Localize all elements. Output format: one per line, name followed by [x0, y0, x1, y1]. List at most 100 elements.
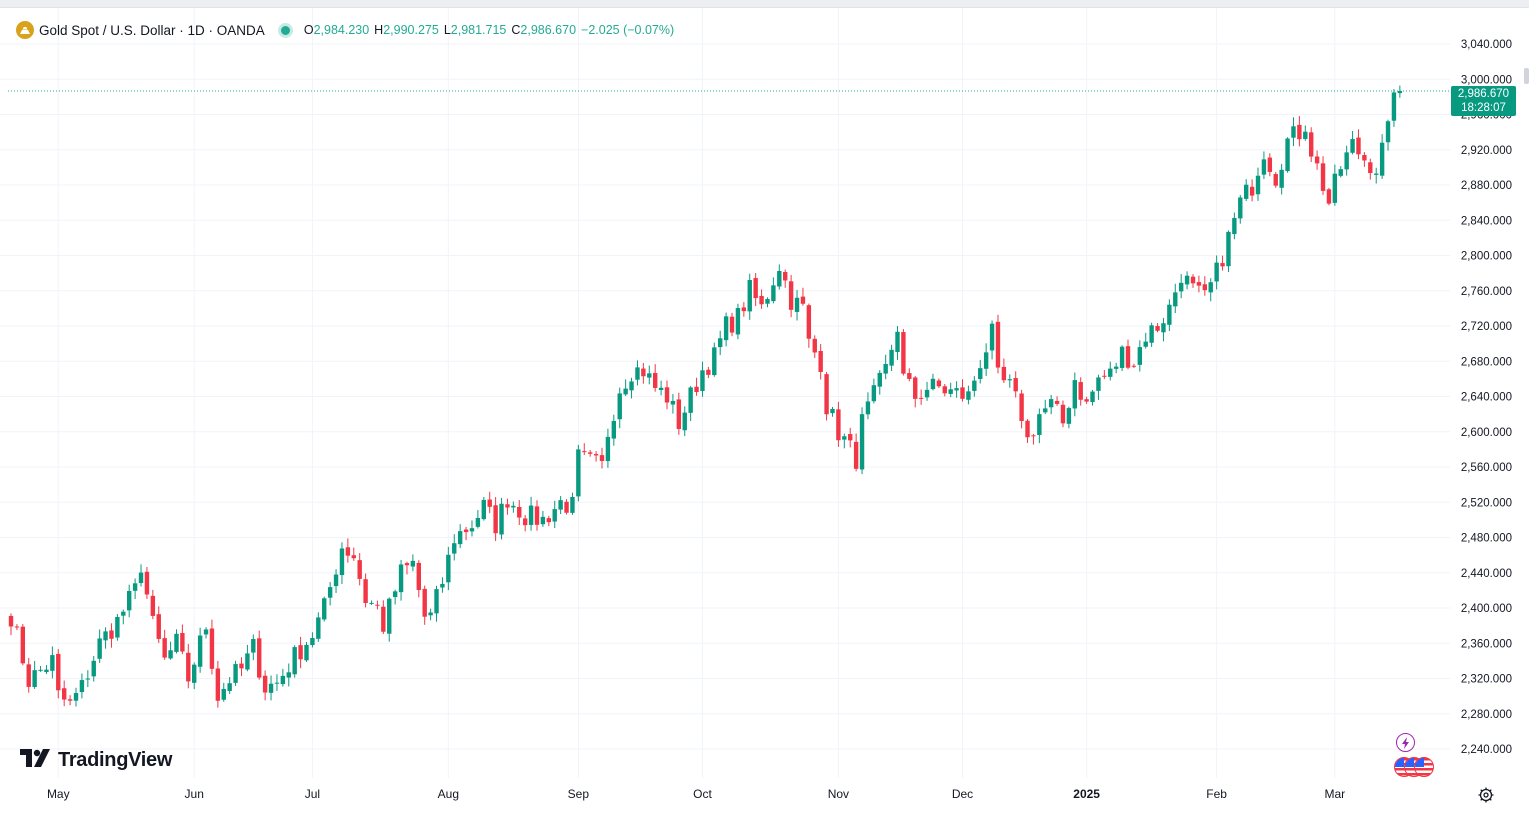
candle-body [363, 579, 368, 604]
candle [410, 554, 416, 572]
candle [375, 600, 380, 610]
candle-body [1119, 346, 1125, 368]
candle-body [375, 604, 380, 606]
candle [475, 510, 481, 529]
candle-body [1391, 92, 1397, 121]
candle-body [1320, 163, 1326, 191]
candle-body [327, 587, 333, 598]
candle [1190, 274, 1196, 288]
candle [978, 360, 983, 384]
candle-body [32, 670, 37, 687]
candle-body [1037, 414, 1042, 435]
price-scale-handle[interactable] [1524, 68, 1529, 84]
candle-body [883, 363, 888, 374]
candle-body [1273, 174, 1278, 186]
candle-body [14, 626, 20, 628]
candle [487, 491, 492, 514]
candle-body [162, 638, 167, 658]
candle [712, 342, 717, 377]
y-tick-label: 2,640.000 [1461, 392, 1512, 404]
candle [629, 377, 634, 399]
candle [593, 451, 599, 462]
bar-countdown: 18:28:07 [1461, 102, 1506, 114]
candle [806, 303, 812, 348]
x-tick-label: Jun [185, 787, 204, 801]
candle [587, 450, 593, 457]
market-status-dot[interactable] [280, 25, 290, 35]
price-chart[interactable]: 2,240.000 2,280.000 2,320.000 2,360.000 2,40… [0, 8, 1529, 813]
candle-body [582, 451, 587, 453]
x-tick-label: May [47, 787, 70, 801]
us-flag-event-icon[interactable] [1394, 757, 1436, 777]
candle-body [1326, 189, 1332, 204]
candle-body [995, 321, 1001, 368]
candle-body [1143, 341, 1148, 347]
settings-gear-icon[interactable] [1477, 786, 1495, 804]
candle-body [109, 630, 114, 639]
candle [215, 660, 221, 708]
candle-body [138, 572, 144, 584]
flash-event-icon[interactable] [1396, 733, 1415, 752]
candle-body [688, 387, 693, 413]
candle [168, 641, 173, 660]
candle [1054, 396, 1060, 406]
candle-body [936, 380, 942, 387]
candle-body [1344, 152, 1349, 170]
candle-body [830, 408, 835, 414]
candle-body [387, 598, 392, 634]
candle-body [493, 505, 498, 534]
candle [156, 606, 161, 643]
candle-body [180, 632, 185, 652]
candle [221, 682, 226, 702]
candle-body [127, 590, 132, 611]
symbol-title[interactable]: Gold Spot / U.S. Dollar · 1D · OANDA [39, 22, 265, 38]
candle-body [670, 400, 676, 405]
y-tick-label: 2,920.000 [1461, 145, 1512, 157]
candle-body [38, 669, 43, 671]
candle [576, 444, 581, 502]
candle [38, 666, 43, 672]
x-tick-label: Feb [1206, 787, 1227, 801]
candle [871, 378, 877, 404]
candle [517, 500, 522, 525]
candle [1102, 370, 1107, 380]
candle [103, 627, 108, 649]
candle [280, 668, 286, 687]
candle [20, 624, 26, 666]
candle [800, 287, 806, 306]
candle [1202, 276, 1208, 296]
candle-body [310, 638, 315, 645]
candle-body [499, 503, 504, 535]
candle-body [1368, 162, 1373, 174]
candle [895, 326, 900, 360]
candle-body [440, 583, 445, 588]
candle-body [463, 529, 469, 533]
candle-body [203, 629, 209, 635]
candle [499, 497, 504, 540]
candle [564, 499, 569, 515]
candle [1031, 433, 1036, 445]
candle [983, 343, 989, 376]
candle [972, 376, 977, 397]
candle [333, 569, 339, 593]
candle-body [983, 352, 989, 369]
candle [416, 560, 421, 598]
candle-body [647, 373, 652, 378]
x-tick-label: Oct [693, 787, 712, 801]
candle [345, 538, 351, 563]
candle [121, 609, 126, 625]
candle-body [1149, 325, 1154, 343]
candle-body [192, 664, 197, 683]
candle-body [824, 374, 829, 415]
candle-body [1043, 408, 1048, 413]
candle [322, 596, 327, 622]
candle [310, 632, 315, 648]
candle [1060, 400, 1066, 428]
candle [942, 384, 947, 397]
candle [635, 360, 640, 386]
candle [546, 515, 552, 527]
tradingview-watermark[interactable]: TradingView [20, 748, 172, 772]
candle [1119, 345, 1125, 372]
candle [1397, 85, 1403, 98]
candle [853, 433, 859, 472]
